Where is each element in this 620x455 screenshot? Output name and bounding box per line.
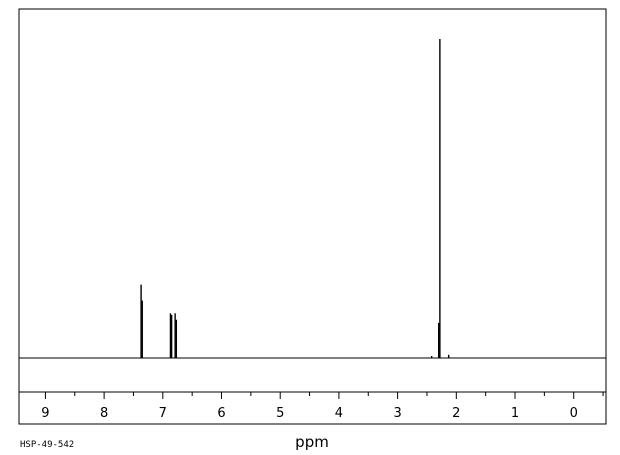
x-tick-label: 0: [570, 406, 578, 421]
x-axis-title: ppm: [295, 433, 329, 451]
x-tick-label: 3: [393, 406, 401, 421]
x-tick-label: 1: [511, 406, 519, 421]
spectrum-peaks: [140, 39, 450, 358]
x-tick-label: 2: [452, 406, 460, 421]
x-axis-frame: [18, 391, 607, 425]
x-tick-label: 8: [100, 406, 108, 421]
x-tick-label: 5: [276, 406, 284, 421]
x-axis-tick-labels: 9 8 7 6 5 4 3 2 1 0: [41, 406, 578, 421]
x-axis-ticks: [44, 392, 604, 399]
plot-frame: [18, 8, 607, 393]
x-tick-label: 9: [41, 406, 49, 421]
x-tick-label: 6: [217, 406, 225, 421]
sample-id-label: HSP-49-542: [20, 440, 74, 450]
x-tick-label: 7: [159, 406, 167, 421]
x-tick-label: 4: [335, 406, 343, 421]
